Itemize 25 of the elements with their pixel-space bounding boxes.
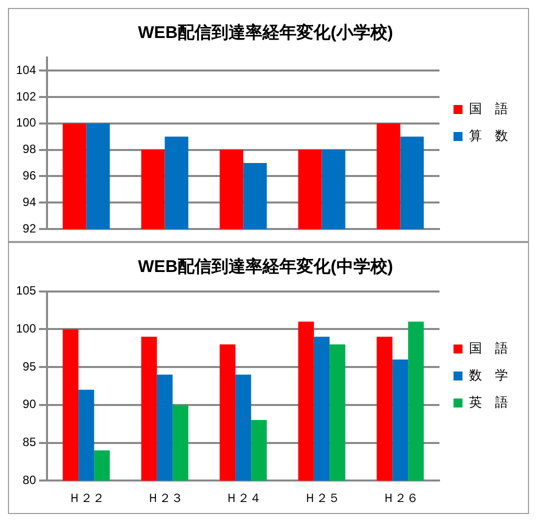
chart-title: WEB配信到達率経年変化(小学校) — [138, 22, 393, 42]
y-tick-label: 90 — [22, 397, 36, 412]
legend-label: 算 数 — [469, 128, 508, 144]
legend-label: 国 語 — [469, 340, 508, 356]
chart-title: WEB配信到達率経年変化(中学校) — [138, 256, 393, 276]
x-tick-label: Ｈ２３ — [146, 491, 183, 506]
legend-label: 数 学 — [469, 368, 508, 383]
y-tick-label: 98 — [22, 142, 36, 156]
legend-label: 英 語 — [469, 394, 508, 410]
x-tick-label: Ｈ２６ — [382, 491, 418, 506]
y-tick-label: 92 — [22, 221, 36, 236]
y-tick-label: 105 — [16, 284, 36, 298]
y-tick-label: 104 — [16, 62, 36, 77]
legend-label: 国 語 — [469, 101, 508, 116]
y-tick-label: 94 — [22, 194, 36, 209]
x-tick-label: Ｈ２５ — [304, 491, 340, 506]
y-tick-label: 85 — [22, 435, 36, 450]
y-tick-label: 95 — [22, 359, 36, 374]
y-tick-label: 80 — [22, 472, 36, 487]
y-tick-label: 96 — [22, 168, 36, 183]
y-tick-label: 100 — [16, 322, 36, 336]
x-tick-label: Ｈ２２ — [68, 491, 104, 506]
y-tick-label: 100 — [16, 116, 36, 130]
y-tick-label: 102 — [16, 89, 36, 104]
x-tick-label: Ｈ２４ — [225, 491, 262, 506]
